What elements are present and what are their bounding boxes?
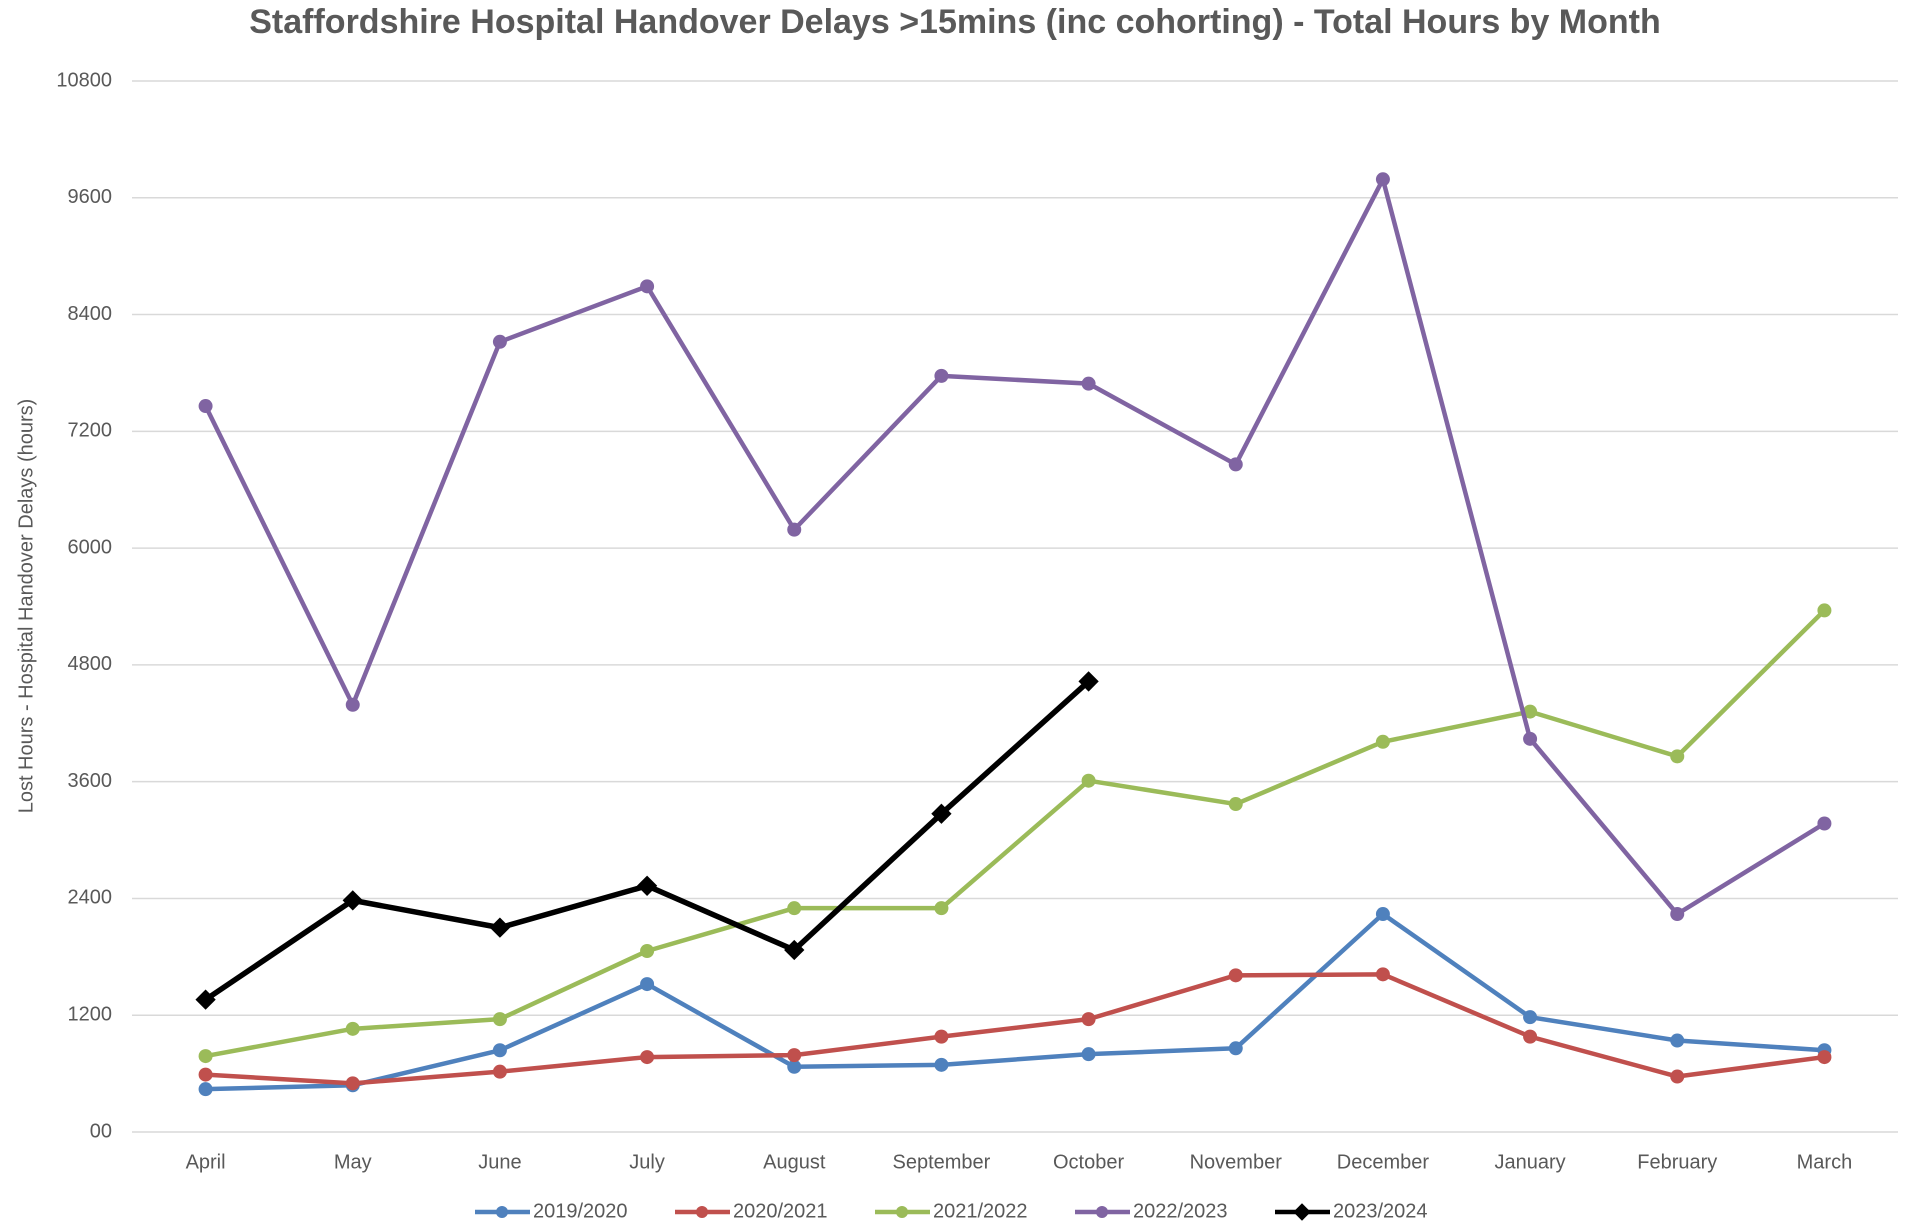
data-point [640,1050,655,1065]
data-point [1081,1012,1096,1027]
legend-label: 2023/2024 [1333,1200,1428,1222]
data-point [1375,907,1390,922]
data-point [1670,1069,1685,1084]
data-point [784,939,805,961]
legend-label: 2020/2021 [733,1200,828,1222]
data-point [787,1048,802,1063]
data-point [1523,731,1538,746]
y-tick-label: 6000 [68,536,113,558]
data-point [198,399,213,414]
data-point [640,977,655,992]
data-point [640,943,655,958]
y-tick-label: 10800 [56,69,112,91]
y-tick-label: 4800 [68,653,113,675]
y-tick-label: 3600 [68,770,113,792]
x-tick-label: August [763,1151,826,1173]
y-tick-label: 2400 [68,887,113,909]
data-point [1670,749,1685,764]
y-tick-label: 00 [90,1120,112,1142]
legend-label: 2022/2023 [1133,1200,1228,1222]
legend-label: 2019/2020 [533,1200,628,1222]
data-point [1523,704,1538,719]
x-tick-label: November [1190,1151,1283,1173]
data-point [1817,603,1832,618]
x-tick-label: September [892,1151,990,1173]
x-tick-label: July [629,1151,665,1173]
x-tick-label: February [1637,1151,1717,1173]
data-point [1228,797,1243,812]
series-line [205,911,1825,1092]
data-point [492,334,507,349]
data-point [345,1021,360,1036]
data-point [1081,376,1096,391]
data-point [787,522,802,537]
data-point [345,1076,360,1091]
data-point [1670,907,1685,922]
data-point [1228,1041,1243,1056]
data-point [1081,773,1096,788]
data-point [492,1012,507,1027]
legend-marker [496,1206,508,1218]
series-line [203,177,1826,917]
data-point [1375,734,1390,749]
legend-marker [1096,1206,1108,1218]
data-point [1523,1010,1538,1025]
legend-label: 2021/2022 [933,1200,1028,1222]
legend-marker [896,1206,908,1218]
chart-title: Staffordshire Hospital Handover Delays >… [249,3,1661,41]
x-tick-label: June [478,1151,521,1173]
series-line [205,972,1825,1086]
data-point [198,1049,213,1064]
data-point [787,1059,802,1074]
data-point [787,901,802,916]
data-point [1523,1029,1538,1044]
data-point [492,1064,507,1079]
data-point [1817,1050,1832,1065]
y-tick-label: 1200 [68,1004,113,1026]
data-point [1081,1047,1096,1062]
data-point [198,1067,213,1082]
x-tick-label: January [1495,1151,1566,1173]
y-tick-label: 7200 [68,420,113,442]
data-point [640,279,655,294]
data-point [931,803,952,824]
legend-marker [696,1206,708,1218]
data-point [1375,967,1390,982]
data-point [1078,671,1099,692]
data-point [1817,816,1832,831]
data-point [636,875,658,896]
data-point [198,1082,213,1097]
data-point [489,917,511,938]
data-point [342,890,363,911]
x-tick-label: March [1797,1151,1853,1173]
x-tick-label: December [1337,1151,1430,1173]
data-point [934,368,949,383]
series-line [205,608,1827,1059]
data-point [934,901,949,916]
x-tick-label: April [186,1151,226,1173]
data-point [934,1029,949,1044]
legend-marker [1293,1203,1311,1221]
data-point [1670,1033,1685,1048]
x-tick-label: May [334,1151,372,1173]
x-tick-label: October [1053,1151,1124,1173]
y-tick-label: 8400 [68,303,113,325]
data-point [492,1043,507,1058]
y-axis-label: Lost Hours - Hospital Handover Delays (h… [15,399,37,814]
data-point [195,989,216,1010]
data-point [345,697,360,712]
data-point [1228,457,1243,472]
y-tick-label: 9600 [68,186,113,208]
data-point [934,1057,949,1072]
data-point [1228,968,1243,983]
data-point [1375,172,1390,187]
